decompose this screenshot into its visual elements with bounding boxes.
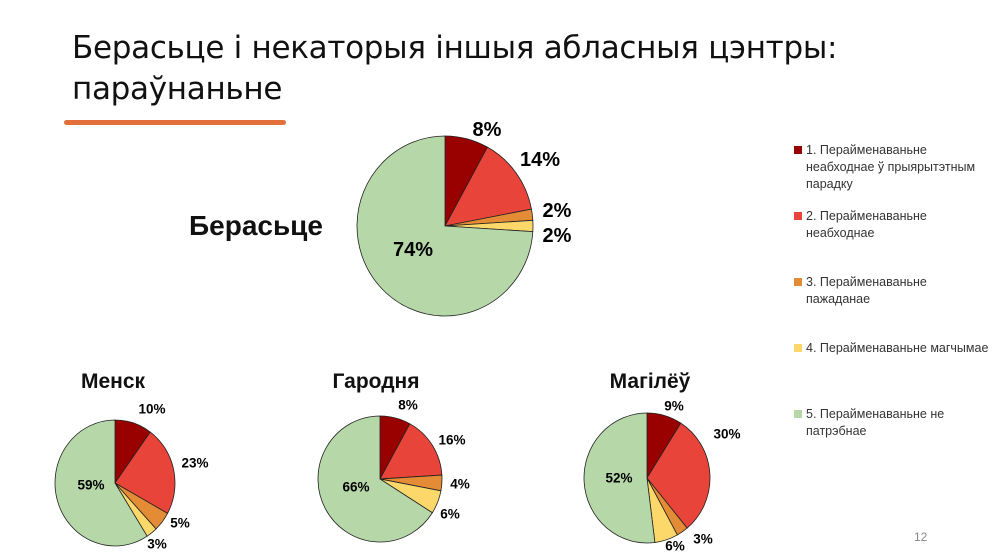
chart-title-mahilyow: Магілёў <box>609 370 691 393</box>
legend-item-5: 5. Перайменаваньне не патрэбнае <box>794 406 994 440</box>
data-label-hrodna-4: 6% <box>440 507 460 522</box>
legend-label: 1. Перайменаваньне неабходнае ў прыярытэ… <box>806 143 976 191</box>
data-label-hrodna-5: 66% <box>342 480 369 495</box>
data-label-brest-3: 2% <box>543 200 572 222</box>
data-label-hrodna-3: 4% <box>450 477 470 492</box>
data-label-minsk-2: 23% <box>181 456 208 471</box>
pie-slice-hrodna-2 <box>379 423 443 480</box>
data-label-mahilyow-4: 6% <box>665 539 685 554</box>
data-label-minsk-1: 10% <box>138 402 165 417</box>
data-label-mahilyow-3: 3% <box>693 532 713 547</box>
pie-slice-brest-5 <box>356 135 534 317</box>
page-number: 12 <box>914 530 928 544</box>
data-label-brest-2: 14% <box>520 149 560 171</box>
pie-slice-minsk-2 <box>114 431 176 514</box>
pie-slice-mahilyow-2 <box>646 422 711 529</box>
data-label-hrodna-1: 8% <box>398 398 418 413</box>
data-label-mahilyow-5: 52% <box>605 471 632 486</box>
legend-label: 3. Перайменаваньне пажаданае <box>806 275 927 306</box>
legend-label: 5. Перайменаваньне не патрэбнае <box>806 407 945 438</box>
data-label-brest-4: 2% <box>543 225 572 247</box>
legend-swatch <box>794 146 802 154</box>
data-label-hrodna-2: 16% <box>438 433 465 448</box>
data-label-minsk-5: 59% <box>77 478 104 493</box>
data-label-brest-1: 8% <box>473 119 502 141</box>
legend-label: 4. Перайменаваньне магчымае <box>806 341 989 355</box>
title-underline <box>64 120 286 125</box>
slide-title: Берасьце і некаторыя іншыя абласныя цэнт… <box>72 30 838 107</box>
legend-swatch <box>794 212 802 220</box>
chart-title-hrodna: Гародня <box>332 370 420 393</box>
legend-swatch <box>794 344 802 352</box>
pie-slice-brest-2 <box>444 146 532 227</box>
legend-item-3: 3. Перайменаваньне пажаданае <box>794 274 994 308</box>
chart-title-minsk: Менск <box>80 370 146 393</box>
data-label-mahilyow-2: 30% <box>713 427 740 442</box>
chart-title-brest: Берасьце <box>189 210 323 241</box>
pie-slice-minsk-5 <box>54 419 148 547</box>
data-label-minsk-3: 5% <box>170 516 190 531</box>
data-label-mahilyow-1: 9% <box>664 399 684 414</box>
legend-label: 2. Перайменаваньне неабходнае <box>806 209 927 240</box>
pie-slice-hrodna-5 <box>317 415 433 543</box>
legend-item-2: 2. Перайменаваньне неабходнае <box>794 208 994 242</box>
legend-swatch <box>794 410 802 418</box>
legend-item-4: 4. Перайменаваньне магчымае <box>794 340 994 357</box>
data-label-minsk-4: 3% <box>147 537 167 552</box>
legend-swatch <box>794 278 802 286</box>
legend-item-1: 1. Перайменаваньне неабходнае ў прыярытэ… <box>794 142 994 193</box>
data-label-brest-5: 74% <box>393 239 433 261</box>
pie-slice-mahilyow-5 <box>583 412 656 544</box>
